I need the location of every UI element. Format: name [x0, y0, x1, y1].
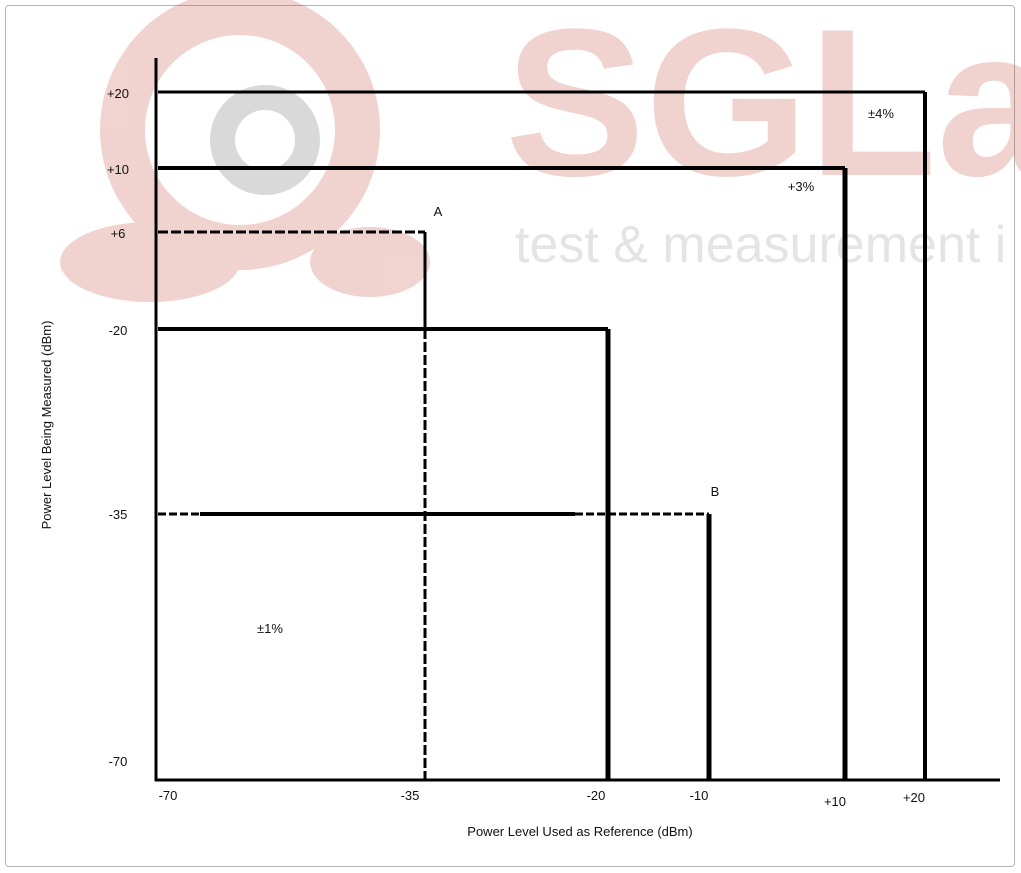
y-tick-plus20: +20 — [107, 86, 129, 101]
x-tick-plus10: +10 — [824, 794, 846, 809]
x-tick-minus20: -20 — [587, 788, 606, 803]
x-tick-minus35: -35 — [401, 788, 420, 803]
y-tick-minus35: -35 — [109, 507, 128, 522]
watermark-brand: SGLa — [505, 0, 1021, 220]
y-tick-minus20: -20 — [109, 323, 128, 338]
region-label-0: ±1% — [257, 621, 283, 636]
x-tick-plus20: +20 — [903, 790, 925, 805]
watermark: SGLa test & measurement i — [60, 0, 1021, 302]
figure-frame — [5, 5, 1015, 867]
axes — [154, 58, 1000, 782]
watermark-logo-icon — [60, 0, 430, 302]
x-tick-minus70: -70 — [159, 788, 178, 803]
boundary-label-4: B — [711, 484, 720, 499]
boundary-label-1: +3% — [788, 179, 815, 194]
y-tick-plus10: +10 — [107, 162, 129, 177]
y-axis-title: Power Level Being Measured (dBm) — [39, 321, 54, 530]
watermark-tagline: test & measurement i — [515, 216, 1006, 274]
boundary-label-2: A — [434, 204, 443, 219]
x-tick-minus10: -10 — [690, 788, 709, 803]
boundary-label-0: ±4% — [868, 106, 894, 121]
boundary-lines — [158, 90, 927, 780]
y-tick-minus70: -70 — [109, 754, 128, 769]
x-axis-title: Power Level Used as Reference (dBm) — [467, 824, 692, 839]
tick-labels: -70 -35 -20 -10 +10 +20 +20 +10 +6 -20 -35 -70 — [107, 86, 925, 809]
y-tick-plus6: +6 — [111, 226, 126, 241]
boundary-labels: ±4% +3% A B ±1% — [257, 106, 894, 636]
